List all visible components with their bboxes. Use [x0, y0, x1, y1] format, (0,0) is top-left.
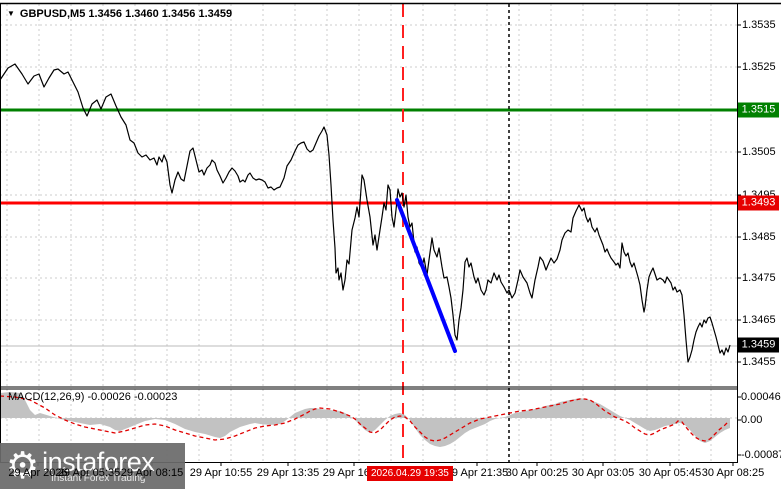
watermark-brand: instaforex [42, 446, 155, 477]
instaforex-watermark: ⚙ instaforex Instant Forex Trading [0, 443, 185, 489]
watermark-tagline: Instant Forex Trading [50, 472, 146, 484]
time-axis-label: 29 Apr 10:55 [189, 467, 253, 479]
grid-lines [0, 4, 737, 462]
time-axis-label: 29 Apr 05:35 [57, 467, 121, 479]
horizontal-level-lines[interactable] [0, 108, 737, 347]
macd-histogram [0, 392, 730, 447]
price-axis-label: 1.3525 [742, 61, 776, 73]
macd-signal-line [0, 395, 729, 442]
vertical-time-lines[interactable] [402, 4, 510, 462]
price-axis-label: 1.3465 [742, 314, 776, 326]
gear-logo-icon: ⚙ [6, 444, 40, 486]
chart-title-bar: ▼ GBPUSD,M5 1.3456 1.3460 1.3456 1.3459 [7, 8, 232, 20]
time-axis-label: 30 Apr 05:45 [638, 467, 702, 479]
time-axis-label: 29 Apr 21:35 [445, 467, 509, 479]
chart-begin-marker-icon: ▼ [7, 9, 15, 18]
symbol-ohlc-text: GBPUSD,M5 1.3456 1.3460 1.3456 1.3459 [19, 8, 233, 20]
price-axis-label: 1.3455 [742, 356, 776, 368]
macd-axis-label: 0.00046 [741, 391, 781, 403]
blue-trendline[interactable] [395, 198, 457, 353]
time-axis-label: 29 Apr 13:35 [256, 467, 320, 479]
resistance-price-badge: 1.3515 [738, 102, 779, 118]
macd-axis-label: -0.00087 [741, 449, 781, 461]
price-axis-label: 1.3485 [742, 231, 776, 243]
time-axis-label: 29 Apr 2026 [8, 467, 68, 479]
price-axis-label: 1.3505 [742, 146, 776, 158]
selected-time-badge: 2026.04.29 19:35 [367, 466, 453, 481]
macd-axis-label: 0.00 [741, 414, 763, 426]
support-price-badge: 1.3493 [738, 195, 779, 211]
time-axis-label: 29 Apr 08:15 [120, 467, 184, 479]
time-axis-label: 30 Apr 03:05 [571, 467, 635, 479]
last-price-badge: 1.3459 [738, 337, 779, 353]
time-axis-label: 30 Apr 00:25 [505, 467, 569, 479]
macd-indicator-label: MACD(12,26,9) -0.00026 -0.00023 [8, 391, 178, 403]
price-axis-label: 1.3535 [742, 19, 776, 31]
price-axis-label: 1.3475 [742, 272, 776, 284]
time-axis-label: 30 Apr 08:25 [701, 467, 765, 479]
